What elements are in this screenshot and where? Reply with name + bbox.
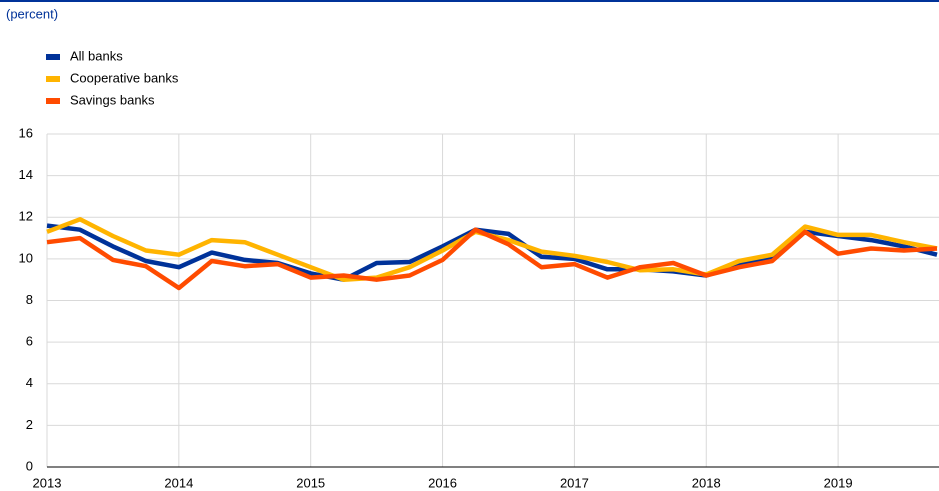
y-tick-label: 4	[26, 375, 33, 390]
y-tick-label: 14	[19, 167, 33, 182]
legend-label: All banks	[70, 48, 123, 63]
x-tick-label: 2019	[824, 475, 853, 490]
y-tick-label: 8	[26, 292, 33, 307]
x-tick-label: 2014	[164, 475, 193, 490]
series-line	[46, 227, 938, 291]
chart-subtitle: (percent)	[6, 6, 58, 21]
series-line	[46, 217, 938, 282]
legend-label: Cooperative banks	[70, 70, 179, 85]
x-tick-label: 2013	[33, 475, 62, 490]
y-tick-label: 6	[26, 334, 33, 349]
y-tick-label: 12	[19, 209, 33, 224]
legend-label: Savings banks	[70, 92, 155, 107]
x-tick-label: 2015	[296, 475, 325, 490]
y-tick-label: 10	[19, 250, 33, 265]
x-tick-label: 2016	[428, 475, 457, 490]
top-rule	[0, 0, 939, 2]
legend-swatch	[46, 98, 60, 104]
y-tick-label: 0	[26, 458, 33, 473]
legend-swatch	[46, 54, 60, 60]
x-tick-label: 2018	[692, 475, 721, 490]
y-tick-label: 16	[19, 125, 33, 140]
y-tick-label: 2	[26, 417, 33, 432]
legend-swatch	[46, 76, 60, 82]
x-tick-label: 2017	[560, 475, 589, 490]
